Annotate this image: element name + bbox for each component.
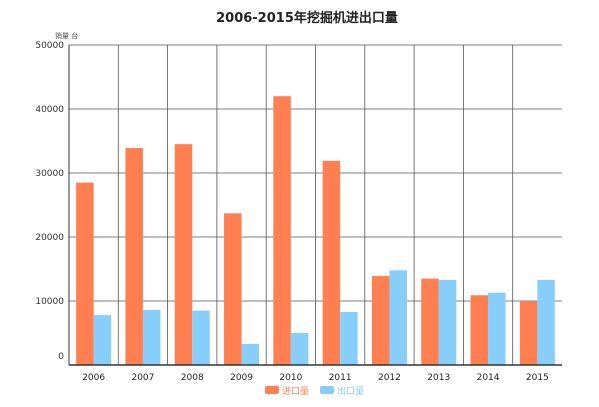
bar-export [290,333,309,365]
bar-import [76,182,94,365]
x-tick-label: 2012 [378,373,401,383]
bars [76,96,555,365]
bar-import [273,96,291,365]
legend-swatch [320,386,334,394]
x-tick-label: 2008 [181,373,204,383]
x-tick-label: 2011 [329,373,352,383]
y-tick-label: 0 [58,352,64,362]
bar-export [241,343,260,365]
bar-import [224,213,242,365]
y-tick-label: 50000 [35,41,64,51]
bar-export [438,279,457,365]
legend-label: 进口量 [282,386,309,397]
x-tick-label: 2006 [82,373,105,383]
x-tick-label: 2015 [526,373,549,383]
legend-label: 出口量 [337,385,364,397]
bar-import [322,160,341,365]
x-tick-label: 2013 [427,373,450,383]
bar-import [470,295,489,365]
x-tick-label: 2014 [477,373,500,383]
bar-export [340,311,358,365]
bar-export [389,270,407,365]
x-tick-label: 2007 [131,373,154,383]
bar-import [174,144,193,365]
bar-export [192,310,210,365]
chart-title: 2006-2015年挖掘机进出口量 [216,10,398,26]
y-tick-label: 10000 [35,297,64,307]
y-axis-unit-label: 销量 台 [55,31,78,40]
y-tick-label: 20000 [35,233,64,243]
y-tick-label: 40000 [35,105,64,115]
x-tick-label: 2009 [230,373,253,383]
legend: 进口量 出口量 [265,385,364,397]
bar-import [519,301,538,365]
bar-export [488,292,506,365]
bar-export [142,309,161,365]
legend-swatch [265,386,279,394]
bar-export [93,315,112,365]
bar-export [537,279,555,365]
bar-import [421,278,439,365]
gridlines [69,44,562,365]
y-tick-label: 30000 [35,169,64,179]
axes [68,45,562,366]
bar-import [125,148,143,365]
tick-labels: 0 10000 20000 30000 40000 50000 2006 2007 2008 20… [35,41,548,383]
x-tick-label: 2010 [279,373,302,383]
bar-import [371,276,390,365]
